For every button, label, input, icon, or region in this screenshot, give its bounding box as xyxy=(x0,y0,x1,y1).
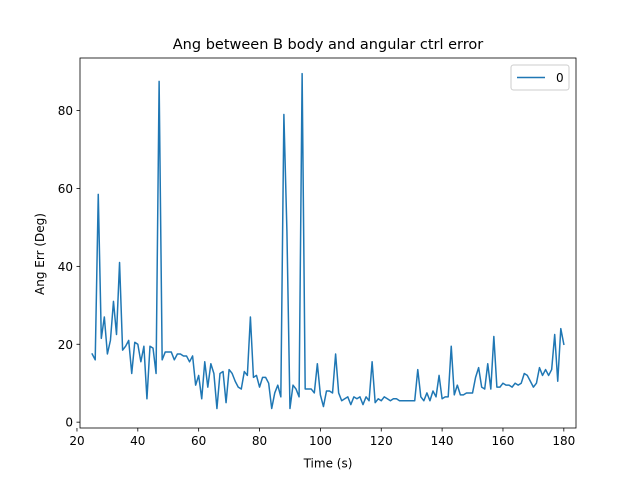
plot-area: 20 40 60 80 100 120 140 160 180 0 20 40 60 80 xyxy=(58,57,577,448)
y-axis-label: Ang Err (Deg) xyxy=(33,213,47,295)
x-axis-label: Time (s) xyxy=(303,457,353,471)
y-tick-label: 80 xyxy=(58,104,73,118)
x-tick-label: 60 xyxy=(191,434,206,448)
y-tick-label: 0 xyxy=(65,416,73,430)
x-tick-label: 100 xyxy=(309,434,332,448)
x-tick-label: 20 xyxy=(69,434,84,448)
y-tick-label: 20 xyxy=(58,338,73,352)
x-tick-label: 160 xyxy=(492,434,515,448)
legend: 0 xyxy=(510,64,570,91)
chart-title: Ang between B body and angular ctrl erro… xyxy=(173,37,484,53)
x-tick-label: 40 xyxy=(130,434,145,448)
x-tick-label: 120 xyxy=(370,434,393,448)
y-tick-label: 60 xyxy=(58,182,73,196)
x-tick-label: 180 xyxy=(552,434,575,448)
y-tick-label: 40 xyxy=(58,260,73,274)
series-line-0 xyxy=(91,72,565,410)
x-tick-label: 80 xyxy=(252,434,267,448)
axes-frame xyxy=(79,57,577,429)
x-tick-label: 140 xyxy=(431,434,454,448)
legend-label: 0 xyxy=(556,71,564,85)
